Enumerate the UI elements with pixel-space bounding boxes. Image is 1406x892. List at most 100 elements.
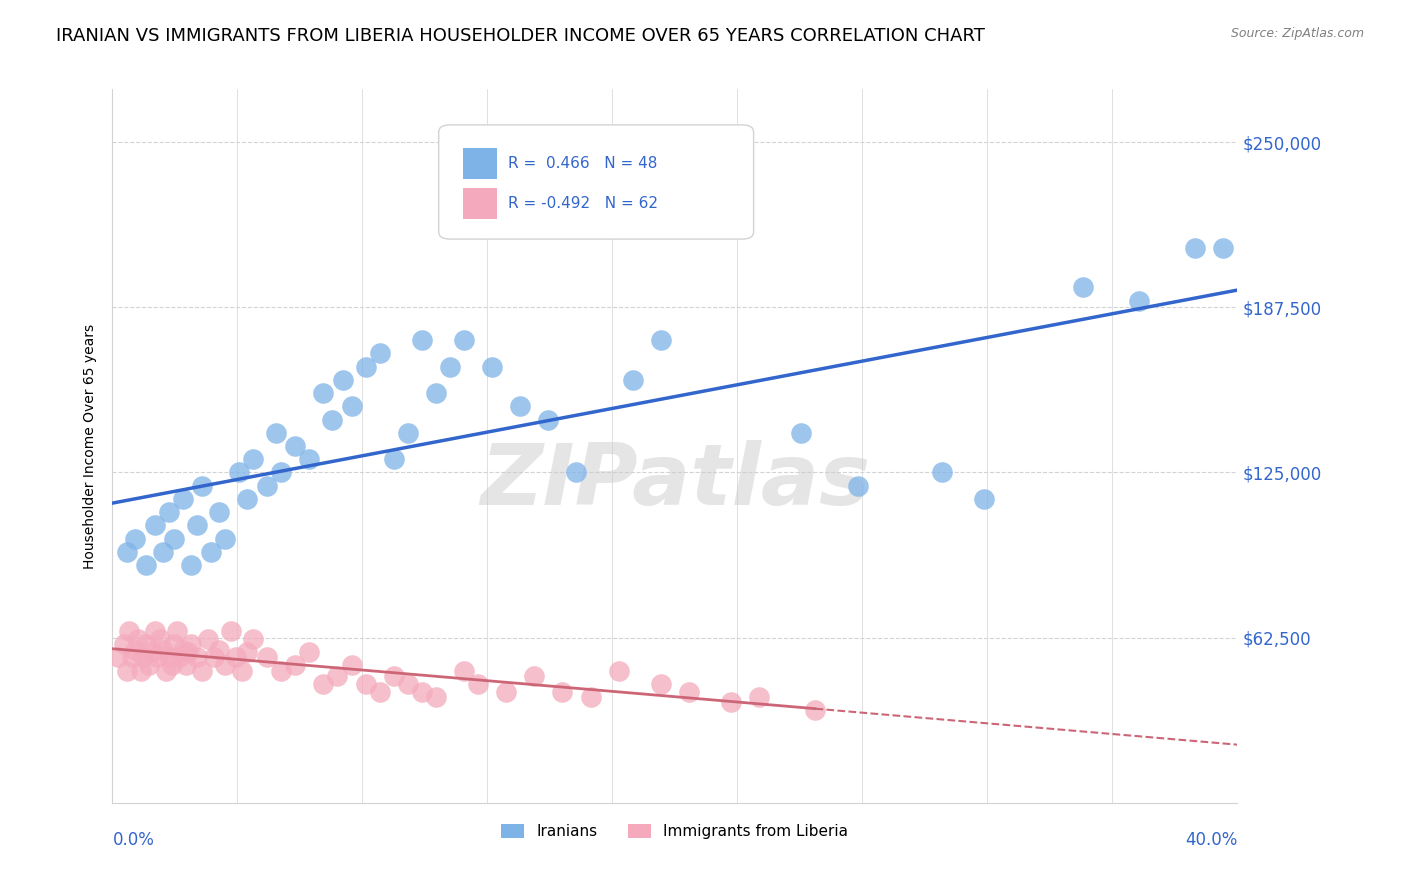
Point xyxy=(138,658,160,673)
Point xyxy=(208,505,231,519)
Point xyxy=(340,400,363,414)
Point xyxy=(135,558,157,572)
Point xyxy=(225,650,247,665)
Point xyxy=(242,632,264,646)
Point xyxy=(720,695,742,709)
Text: 40.0%: 40.0% xyxy=(1185,831,1237,849)
Point xyxy=(270,466,292,480)
Text: ZIPatlas: ZIPatlas xyxy=(479,440,870,524)
Point xyxy=(124,642,146,657)
Point xyxy=(382,669,405,683)
Point xyxy=(650,677,672,691)
Text: R = -0.492   N = 62: R = -0.492 N = 62 xyxy=(509,196,658,211)
Point xyxy=(551,685,574,699)
Point xyxy=(186,650,208,665)
Point xyxy=(332,373,354,387)
Text: 0.0%: 0.0% xyxy=(112,831,155,849)
Point xyxy=(846,478,869,492)
Point xyxy=(565,466,588,480)
Point xyxy=(135,637,157,651)
Point xyxy=(678,685,700,699)
Point xyxy=(191,478,214,492)
Point xyxy=(411,333,433,347)
Point xyxy=(127,632,149,646)
Point xyxy=(1128,293,1150,308)
Point xyxy=(202,650,225,665)
Text: IRANIAN VS IMMIGRANTS FROM LIBERIA HOUSEHOLDER INCOME OVER 65 YEARS CORRELATION : IRANIAN VS IMMIGRANTS FROM LIBERIA HOUSE… xyxy=(56,27,986,45)
Point xyxy=(152,545,174,559)
Point xyxy=(396,425,419,440)
Point xyxy=(453,664,475,678)
Point xyxy=(163,637,186,651)
Point xyxy=(425,386,447,401)
Y-axis label: Householder Income Over 65 years: Householder Income Over 65 years xyxy=(83,324,97,568)
Text: Source: ZipAtlas.com: Source: ZipAtlas.com xyxy=(1230,27,1364,40)
Point xyxy=(621,373,644,387)
Point xyxy=(228,466,250,480)
Point xyxy=(141,645,163,659)
Point xyxy=(186,518,208,533)
Point xyxy=(748,690,770,704)
Point xyxy=(236,645,259,659)
Point xyxy=(118,624,141,638)
Point xyxy=(160,658,183,673)
Point xyxy=(163,532,186,546)
Point xyxy=(467,677,489,691)
Point xyxy=(439,359,461,374)
Point xyxy=(172,642,194,657)
Point xyxy=(312,677,335,691)
FancyBboxPatch shape xyxy=(464,148,498,179)
Point xyxy=(132,650,155,665)
Point xyxy=(214,658,236,673)
Point xyxy=(264,425,287,440)
Point xyxy=(231,664,253,678)
Point xyxy=(579,690,602,704)
Point xyxy=(298,645,321,659)
Point xyxy=(382,452,405,467)
Point xyxy=(157,650,180,665)
Point xyxy=(115,664,138,678)
Point xyxy=(931,466,953,480)
Point xyxy=(256,650,278,665)
Point xyxy=(143,624,166,638)
Point xyxy=(129,664,152,678)
Point xyxy=(208,642,231,657)
Point xyxy=(804,703,827,717)
Point xyxy=(340,658,363,673)
Point xyxy=(180,558,202,572)
Point xyxy=(481,359,503,374)
Point xyxy=(298,452,321,467)
Point xyxy=(191,664,214,678)
Point xyxy=(650,333,672,347)
Point xyxy=(152,642,174,657)
Point xyxy=(197,632,219,646)
Point xyxy=(495,685,517,699)
Point xyxy=(411,685,433,699)
Point xyxy=(1212,241,1234,255)
Point xyxy=(124,532,146,546)
Point xyxy=(146,650,169,665)
Point xyxy=(157,505,180,519)
Point xyxy=(284,658,307,673)
Point xyxy=(214,532,236,546)
Point xyxy=(236,491,259,506)
Point xyxy=(143,518,166,533)
Point xyxy=(219,624,242,638)
Point xyxy=(453,333,475,347)
Point xyxy=(973,491,995,506)
Point xyxy=(166,624,188,638)
Point xyxy=(1071,280,1094,294)
Point xyxy=(523,669,546,683)
Point xyxy=(242,452,264,467)
Point xyxy=(326,669,349,683)
Point xyxy=(396,677,419,691)
Point xyxy=(149,632,172,646)
Point xyxy=(200,545,222,559)
Point xyxy=(112,637,135,651)
Point xyxy=(169,650,191,665)
Point xyxy=(368,685,391,699)
Point xyxy=(607,664,630,678)
Point xyxy=(270,664,292,678)
Point xyxy=(256,478,278,492)
Point xyxy=(174,658,197,673)
